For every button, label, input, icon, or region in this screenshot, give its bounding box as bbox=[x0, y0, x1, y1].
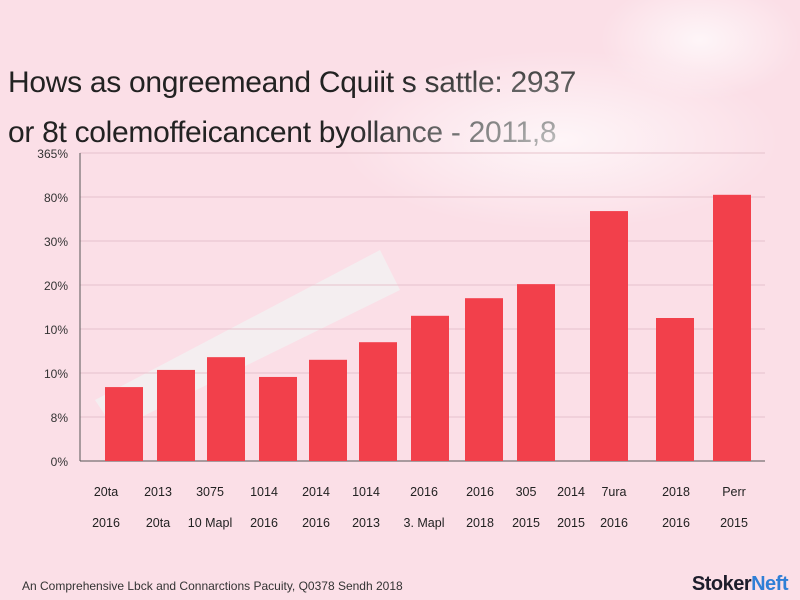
y-tick-label: 80% bbox=[44, 191, 68, 205]
x-tick-label: 10 Mapl bbox=[188, 516, 232, 530]
x-tick-label: 2015 bbox=[512, 516, 540, 530]
bar bbox=[517, 284, 555, 461]
y-tick-label: 8% bbox=[51, 411, 69, 425]
bar bbox=[309, 359, 347, 461]
bar bbox=[590, 211, 628, 461]
y-tick-label: 20% bbox=[44, 279, 68, 293]
bar bbox=[207, 357, 245, 461]
bar bbox=[465, 298, 503, 461]
bar bbox=[359, 342, 397, 461]
x-tick-label: 2016 bbox=[250, 516, 278, 530]
x-tick-label: 2018 bbox=[662, 485, 690, 499]
bar bbox=[157, 369, 195, 461]
bar bbox=[259, 376, 297, 461]
footer-source: An Comprehensive Lbck and Connarctions P… bbox=[22, 579, 403, 593]
x-tick-label: 2013 bbox=[144, 485, 172, 499]
x-tick-label: 2013 bbox=[352, 516, 380, 530]
y-tick-label: 0% bbox=[51, 455, 69, 469]
brand-logo: StokerNeft bbox=[691, 573, 789, 595]
x-tick-label: 20ta bbox=[94, 485, 118, 499]
y-tick-label: 30% bbox=[44, 235, 68, 249]
smoke-decoration bbox=[600, 0, 800, 100]
x-tick-label: 305 bbox=[516, 485, 537, 499]
bar bbox=[656, 318, 694, 461]
x-tick-label: 20ta bbox=[146, 516, 170, 530]
bar bbox=[105, 387, 143, 461]
y-tick-label: 10% bbox=[44, 367, 68, 381]
x-tick-label: 3. Mapl bbox=[404, 516, 445, 530]
x-tick-label: 2015 bbox=[720, 516, 748, 530]
bar bbox=[411, 315, 449, 461]
x-tick-label: 2018 bbox=[466, 516, 494, 530]
x-tick-label: 2016 bbox=[92, 516, 120, 530]
x-tick-label: 1014 bbox=[250, 485, 278, 499]
x-tick-label: 1014 bbox=[352, 485, 380, 499]
bar bbox=[713, 194, 751, 462]
x-tick-label: 3075 bbox=[196, 485, 224, 499]
x-tick-label: 2015 bbox=[557, 516, 585, 530]
x-tick-label: 2016 bbox=[410, 485, 438, 499]
y-tick-label: 10% bbox=[44, 323, 68, 337]
y-tick-label: 365% bbox=[37, 147, 68, 161]
x-tick-label: 2014 bbox=[302, 485, 330, 499]
x-tick-label: Perr bbox=[722, 485, 746, 499]
x-tick-label: 2016 bbox=[466, 485, 494, 499]
x-tick-label: 2016 bbox=[302, 516, 330, 530]
x-tick-label: 7ura bbox=[601, 485, 626, 499]
x-tick-label: 2014 bbox=[557, 485, 585, 499]
x-tick-label: 2016 bbox=[662, 516, 690, 530]
x-tick-label: 2016 bbox=[600, 516, 628, 530]
